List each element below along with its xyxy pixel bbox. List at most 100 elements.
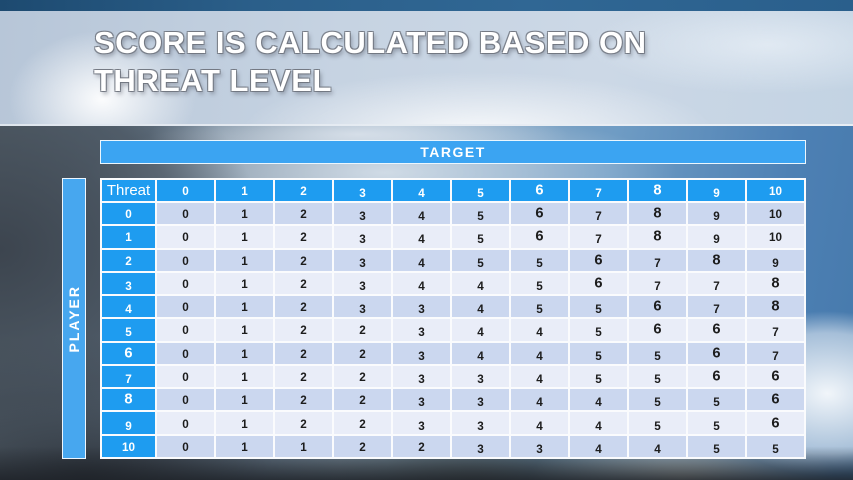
score-cell: 7: [627, 270, 688, 297]
score-cell: 4: [509, 317, 570, 343]
score-cell: 8: [686, 247, 747, 273]
score-cell: 2: [273, 247, 334, 273]
score-cell: 4: [509, 410, 570, 436]
score-cell: 1: [214, 410, 275, 436]
score-cell: 4: [391, 224, 452, 250]
column-header: 7: [568, 178, 629, 203]
score-cell: 8: [745, 294, 806, 320]
header-row: Threat 0 1 2 3 4 5 6 7 8 9 10: [100, 178, 806, 203]
score-cell: 3: [391, 317, 452, 343]
score-cell: 7: [686, 294, 747, 320]
score-cell: 2: [332, 340, 393, 366]
score-cell: 6: [627, 294, 688, 320]
target-axis-header: TARGET: [100, 140, 806, 164]
score-cell: 3: [391, 294, 452, 320]
top-accent-strip: [0, 0, 853, 11]
row-label: 7: [100, 363, 157, 390]
score-cell: 0: [155, 200, 216, 227]
score-cell: 5: [627, 387, 688, 413]
score-cell: 3: [332, 200, 393, 227]
column-header: 4: [391, 178, 452, 203]
score-cell: 8: [627, 200, 688, 227]
score-cell: 5: [568, 294, 629, 320]
score-cell: 8: [627, 224, 688, 250]
score-cell: 4: [391, 200, 452, 227]
table-row: 0 0 1 2 3 4 5 6 7 8 9 10: [100, 200, 806, 227]
score-cell: 0: [155, 247, 216, 273]
row-label: 4: [100, 294, 157, 320]
score-cell: 6: [509, 224, 570, 250]
score-cell: 1: [214, 387, 275, 413]
score-cell: 5: [509, 247, 570, 273]
score-table: Threat 0 1 2 3 4 5 6 7 8 9 10 0 0 1 2 3 4 5 6 7 8 9 10 1 0 1 2 3 4 5…: [100, 178, 806, 460]
score-cell: 7: [568, 200, 629, 227]
row-label: 2: [100, 247, 157, 273]
column-header: 6: [509, 178, 570, 203]
score-table-body: 0 0 1 2 3 4 5 6 7 8 9 10 1 0 1 2 3 4 5 6 7 8 9 10 2 0 1 2 3 4 5 5 6 7 8 9 3 0…: [100, 200, 806, 460]
column-header: 10: [745, 178, 806, 203]
score-cell: 1: [273, 433, 334, 460]
score-cell: 4: [509, 363, 570, 390]
score-cell: 5: [568, 363, 629, 390]
score-cell: 1: [214, 294, 275, 320]
score-cell: 0: [155, 340, 216, 366]
row-label: 5: [100, 317, 157, 343]
table-row: 1 0 1 2 3 4 5 6 7 8 9 10: [100, 224, 806, 250]
score-cell: 2: [332, 363, 393, 390]
column-header: 8: [627, 178, 688, 203]
score-cell: 6: [686, 317, 747, 343]
score-cell: 2: [273, 317, 334, 343]
column-header: 5: [450, 178, 511, 203]
score-cell: 9: [686, 224, 747, 250]
row-label: 3: [100, 270, 157, 297]
score-cell: 3: [332, 224, 393, 250]
score-cell: 7: [627, 247, 688, 273]
score-cell: 7: [686, 270, 747, 297]
score-cell: 6: [745, 363, 806, 390]
score-cell: 2: [273, 270, 334, 297]
score-cell: 6: [745, 410, 806, 436]
score-cell: 0: [155, 270, 216, 297]
score-cell: 5: [509, 294, 570, 320]
score-cell: 6: [745, 387, 806, 413]
score-cell: 5: [627, 363, 688, 390]
score-cell: 6: [627, 317, 688, 343]
player-label: PLAYER: [66, 284, 82, 353]
row-label: 8: [100, 387, 157, 413]
score-cell: 3: [391, 410, 452, 436]
score-cell: 10: [745, 200, 806, 227]
score-cell: 4: [391, 270, 452, 297]
score-cell: 0: [155, 294, 216, 320]
score-cell: 3: [332, 270, 393, 297]
score-cell: 5: [568, 317, 629, 343]
row-label: 0: [100, 200, 157, 227]
score-cell: 0: [155, 224, 216, 250]
score-cell: 5: [627, 340, 688, 366]
row-label: 1: [100, 224, 157, 250]
score-cell: 2: [273, 410, 334, 436]
score-cell: 3: [391, 387, 452, 413]
score-cell: 5: [450, 200, 511, 227]
score-cell: 6: [686, 363, 747, 390]
score-cell: 3: [332, 294, 393, 320]
score-cell: 3: [450, 363, 511, 390]
score-cell: 0: [155, 387, 216, 413]
score-cell: 2: [273, 387, 334, 413]
score-cell: 1: [214, 247, 275, 273]
score-cell: 4: [450, 294, 511, 320]
score-cell: 4: [509, 340, 570, 366]
score-cell: 1: [214, 363, 275, 390]
score-cell: 2: [273, 224, 334, 250]
row-label: 10: [100, 433, 157, 460]
score-cell: 2: [273, 363, 334, 390]
score-cell: 9: [686, 200, 747, 227]
score-cell: 2: [273, 200, 334, 227]
title-line-2: THREAT LEVEL: [94, 63, 332, 98]
score-cell: 6: [509, 200, 570, 227]
score-cell: 10: [745, 224, 806, 250]
row-label: 9: [100, 410, 157, 436]
corner-header-threat: Threat: [100, 178, 157, 203]
